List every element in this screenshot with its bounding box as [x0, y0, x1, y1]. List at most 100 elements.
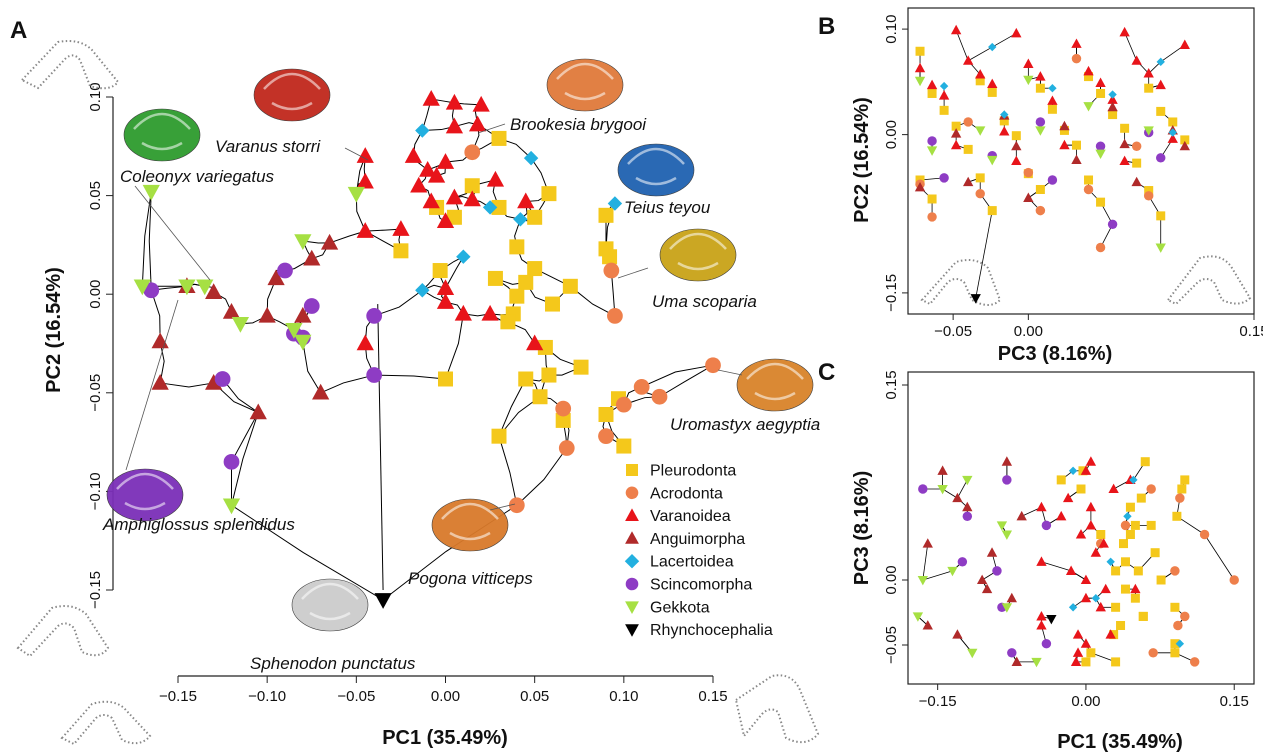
point-varanoidea — [1075, 529, 1087, 539]
point-pleurodonta — [438, 371, 453, 387]
legend-entry: Scincomorpha — [650, 577, 752, 594]
point-scincomorpha — [1035, 117, 1046, 127]
phylo-branch — [942, 488, 958, 499]
point-pleurodonta — [491, 130, 507, 146]
species-leader-line — [344, 147, 369, 161]
point-pleurodonta — [1078, 466, 1088, 476]
species-shape-highlight — [556, 62, 614, 101]
point-pleurodonta — [1096, 88, 1106, 98]
panel-a-x-tick-label: −0.15 — [159, 688, 197, 705]
species-image-3: Teius teyou — [617, 143, 711, 217]
point-varanoidea — [1070, 656, 1082, 666]
phylo-branch — [498, 378, 527, 437]
species-shape-body — [291, 578, 369, 632]
point-pleurodonta — [1180, 135, 1190, 145]
point-varanoidea — [1011, 155, 1022, 166]
x-tick-label: 0.00 — [1014, 323, 1043, 340]
panel-a-y-tick-label: 0.10 — [87, 82, 104, 111]
point-varanoidea — [422, 192, 440, 209]
species-leader-line — [134, 185, 211, 281]
point-pleurodonta — [1076, 484, 1086, 494]
point-varanoidea — [419, 160, 437, 177]
phylo-branch — [641, 364, 714, 388]
point-rhynchocephalia — [374, 593, 392, 609]
point-scincomorpha — [1047, 175, 1058, 185]
point-varanoidea — [950, 24, 962, 35]
point-pleurodonta — [1081, 657, 1091, 667]
species-label: Teius teyou — [624, 198, 711, 217]
panel-a-xlabel: PC1 (35.49%) — [382, 727, 508, 749]
point-varanoidea — [1130, 583, 1141, 594]
point-scincomorpha — [223, 453, 240, 470]
point-varanoidea — [1023, 58, 1034, 68]
point-gekkota — [178, 279, 196, 296]
legend-marker-anguimorpha — [625, 531, 639, 544]
point-anguimorpha — [1023, 192, 1034, 202]
point-varanoidea — [962, 55, 974, 65]
point-varanoidea — [1059, 139, 1070, 150]
point-pleurodonta — [446, 209, 462, 225]
point-acrodonta — [555, 400, 572, 417]
point-anguimorpha — [151, 373, 169, 390]
point-pleurodonta — [1138, 611, 1148, 621]
point-gekkota — [914, 76, 926, 87]
x-tick-label: −0.05 — [934, 323, 972, 340]
point-pleurodonta — [1084, 175, 1094, 185]
panel-a-x-tick-label: 0.10 — [609, 688, 638, 705]
point-lacertoidea — [1123, 512, 1132, 521]
point-pleurodonta — [1096, 197, 1106, 207]
point-pleurodonta — [464, 178, 480, 194]
point-pleurodonta — [509, 239, 525, 255]
point-acrodonta — [1120, 520, 1131, 531]
phylo-branch — [302, 341, 322, 394]
species-image-5: Uromastyx aegyptia — [670, 358, 820, 434]
species-shape-highlight — [669, 232, 727, 271]
point-varanoidea — [1036, 620, 1047, 630]
point-varanoidea — [517, 192, 535, 209]
point-varanoidea — [1080, 574, 1092, 585]
phylo-branch — [1204, 534, 1235, 581]
point-anguimorpha — [312, 383, 330, 400]
legend-entry: Gekkota — [650, 599, 710, 616]
point-varanoidea — [1085, 456, 1097, 466]
panel-a-y-ticks: −0.15 −0.10 −0.05 0.00 0.05 0.10 — [87, 82, 113, 609]
phylo-branch — [320, 374, 375, 394]
y-tick-label: −0.05 — [883, 626, 900, 664]
y-tick-label: 0.00 — [883, 120, 900, 149]
point-anguimorpha — [222, 302, 241, 319]
point-pleurodonta — [562, 278, 578, 294]
point-anguimorpha — [922, 538, 933, 548]
point-gekkota — [222, 498, 241, 515]
point-lacertoidea — [456, 249, 471, 264]
point-varanoidea — [1085, 520, 1097, 530]
species-label: Pogona vitticeps — [408, 569, 533, 588]
point-pleurodonta — [527, 261, 543, 277]
point-anguimorpha — [962, 501, 973, 512]
point-pleurodonta — [1071, 140, 1081, 150]
point-lacertoidea — [1156, 57, 1165, 67]
panel-b-ylabel: PC2 (16.54%) — [851, 97, 873, 223]
point-pleurodonta — [1125, 530, 1135, 539]
species-label: Uromastyx aegyptia — [670, 415, 820, 434]
point-gekkota — [1083, 102, 1094, 112]
point-varanoidea — [1085, 501, 1097, 512]
point-varanoidea — [1036, 556, 1047, 566]
point-pleurodonta — [1136, 493, 1146, 503]
point-lacertoidea — [1108, 90, 1117, 99]
point-varanoidea — [356, 334, 374, 351]
point-acrodonta — [1148, 648, 1158, 658]
point-varanoidea — [1098, 538, 1109, 548]
species-image-8: Sphenodon punctatus — [250, 578, 416, 673]
point-rhynchocephalia — [1046, 614, 1057, 625]
phylo-branch — [659, 364, 714, 398]
legend-marker-lacertoidea — [624, 554, 640, 569]
point-acrodonta — [1023, 167, 1034, 178]
point-pleurodonta — [1111, 602, 1121, 612]
y-tick-label: −0.15 — [883, 274, 900, 312]
point-pleurodonta — [1130, 593, 1140, 603]
point-acrodonta — [464, 144, 481, 161]
point-pleurodonta — [975, 173, 985, 183]
point-anguimorpha — [1016, 510, 1027, 521]
point-varanoidea — [1065, 565, 1077, 575]
point-varanoidea — [1071, 38, 1082, 48]
